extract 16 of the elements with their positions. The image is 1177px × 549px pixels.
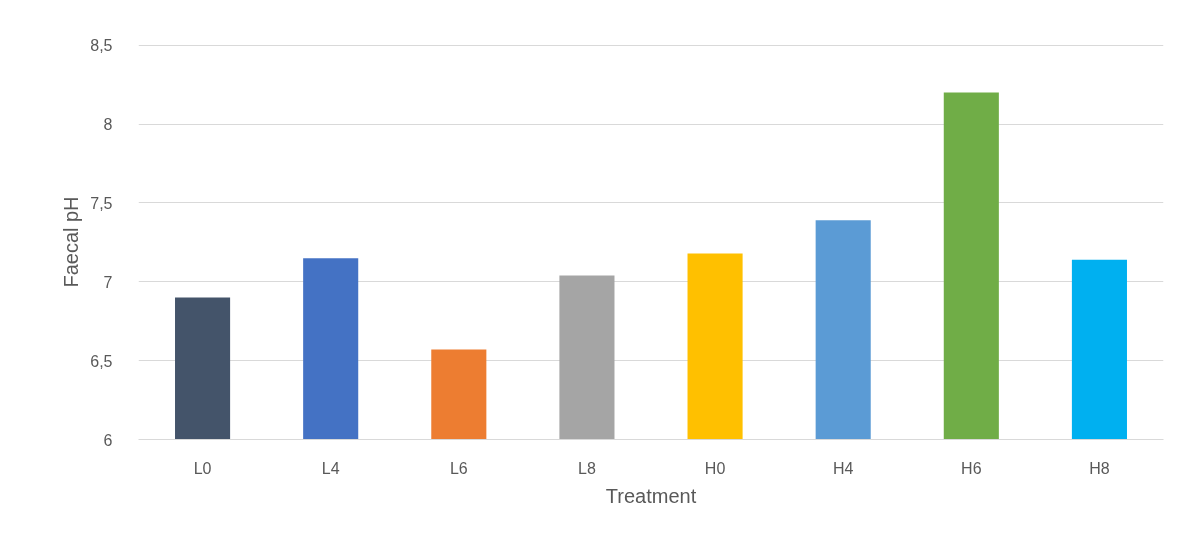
y-tick-label: 7,5 (90, 194, 113, 212)
y-tick-label: 7 (103, 273, 113, 291)
x-tick-label: L4 (321, 459, 340, 477)
y-axis-title: Faecal pH (60, 196, 83, 288)
x-tick-label: H4 (832, 459, 854, 477)
y-tick-label: 8 (103, 116, 113, 134)
y-tick-label: 6,5 (90, 352, 113, 370)
x-tick-label: L8 (578, 459, 596, 477)
x-tick-label: H8 (1089, 459, 1110, 477)
y-tick-label: 6 (103, 431, 113, 449)
x-tick-label: H0 (704, 459, 726, 477)
x-tick-label: H6 (961, 459, 982, 477)
x-tick-label: L6 (449, 459, 468, 477)
x-tick-label: L0 (193, 459, 212, 477)
y-tick-label: 8,5 (90, 37, 113, 55)
x-axis-title: Treatment (605, 484, 697, 507)
